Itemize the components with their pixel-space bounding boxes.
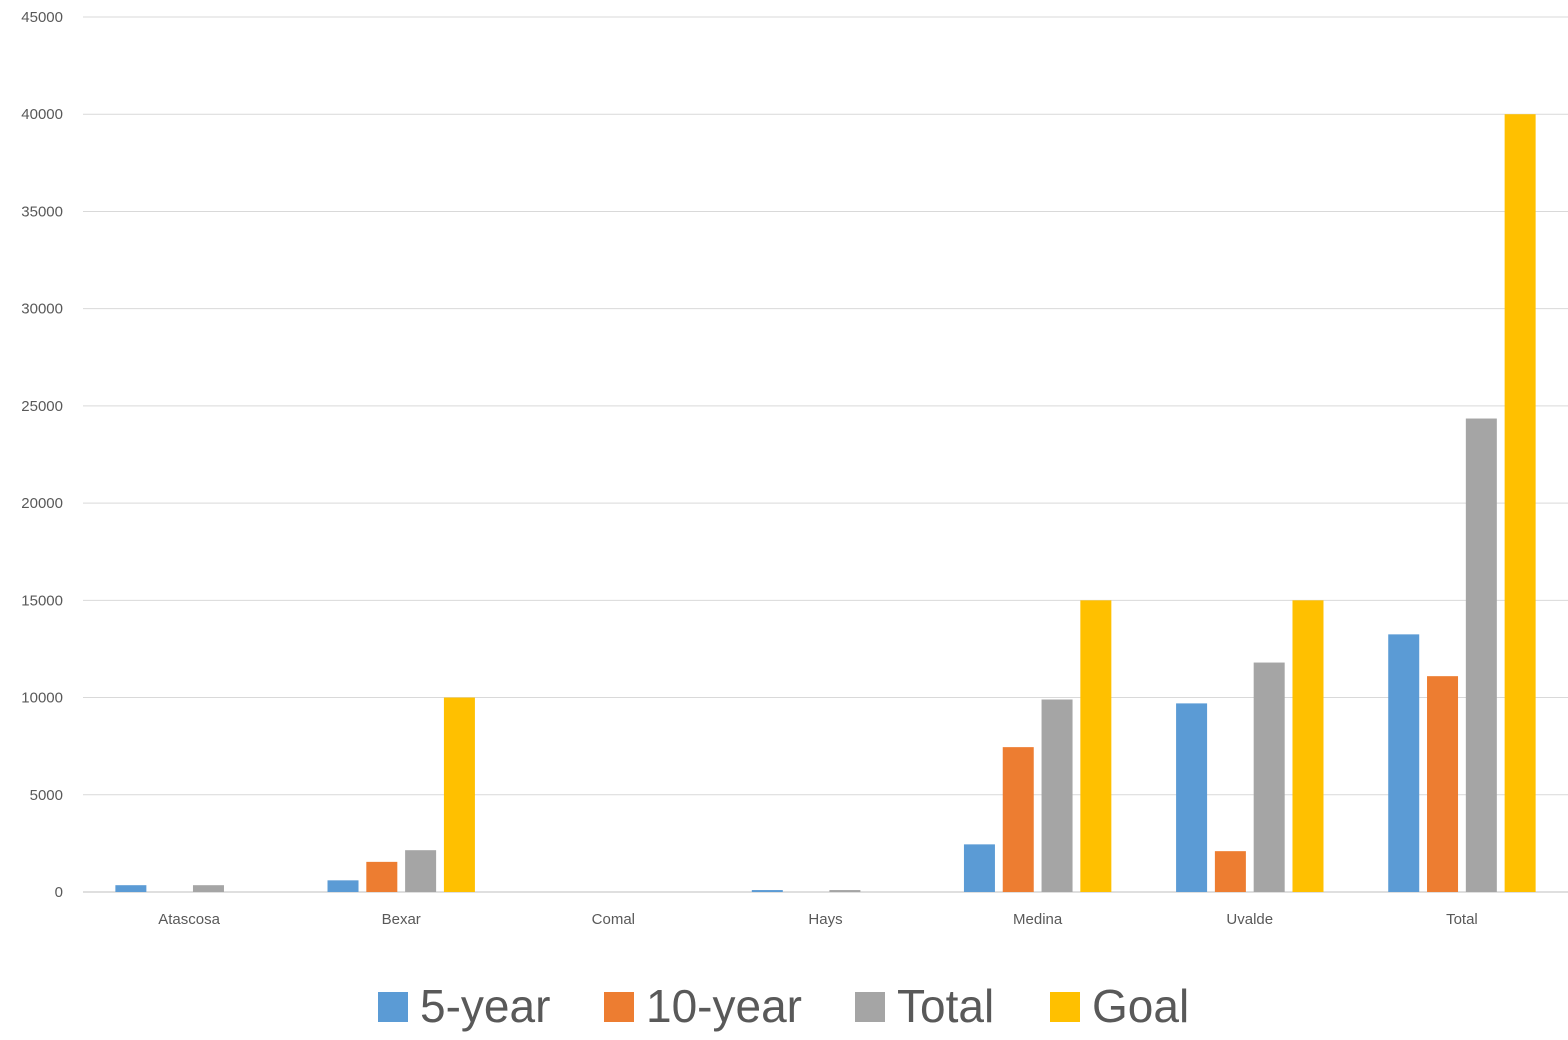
bar-10-year-medina — [1002, 747, 1034, 892]
bar-goal-bexar — [443, 697, 475, 892]
x-tick-label: Hays — [808, 911, 842, 928]
bar-10-year-uvalde — [1214, 851, 1246, 892]
y-tick-label: 10000 — [21, 690, 63, 707]
legend-label: 5-year — [420, 980, 550, 1032]
legend-label: Total — [897, 980, 994, 1032]
bar-total-total — [1465, 418, 1497, 892]
bar-goal-total — [1504, 114, 1536, 892]
bar-10-year-total — [1427, 676, 1459, 892]
bar-total-atascosa — [192, 885, 224, 892]
y-tick-label: 5000 — [30, 787, 63, 804]
y-tick-label: 0 — [55, 884, 63, 901]
y-tick-label: 45000 — [21, 9, 63, 26]
bars — [115, 114, 1536, 892]
bar-5-year-medina — [963, 844, 995, 892]
y-tick-label: 15000 — [21, 592, 63, 609]
legend-swatch — [378, 992, 408, 1022]
bar-10-year-bexar — [366, 861, 398, 892]
bar-5-year-hays — [751, 890, 783, 892]
bar-total-medina — [1041, 699, 1073, 892]
x-tick-label: Bexar — [382, 911, 421, 928]
bar-5-year-total — [1388, 634, 1420, 892]
legend-swatch — [604, 992, 634, 1022]
y-tick-label: 35000 — [21, 203, 63, 220]
x-tick-label: Medina — [1013, 911, 1063, 928]
bar-5-year-bexar — [327, 880, 359, 892]
x-tick-label: Uvalde — [1226, 911, 1273, 928]
legend-swatch — [855, 992, 885, 1022]
y-axis-tick-labels: 0 5000 10000 15000 20000 25000 30000 35000 40000… — [21, 9, 63, 901]
x-tick-label: Comal — [592, 911, 635, 928]
bar-goal-uvalde — [1292, 600, 1324, 892]
x-axis-tick-labels: Atascosa Bexar Comal Hays Medina Uvalde Total — [158, 911, 1478, 928]
y-tick-label: 20000 — [21, 495, 63, 512]
x-tick-label: Total — [1446, 911, 1478, 928]
legend-label: Goal — [1092, 980, 1189, 1032]
y-tick-label: 30000 — [21, 301, 63, 318]
bar-goal-medina — [1080, 600, 1112, 892]
legend-item-total: Total — [855, 980, 994, 1032]
legend-label: 10-year — [646, 980, 802, 1032]
bar-total-hays — [829, 890, 861, 892]
gridlines — [83, 16, 1568, 893]
bar-5-year-atascosa — [115, 885, 147, 892]
legend-item-goal: Goal — [1050, 980, 1189, 1032]
legend-item-10-year: 10-year — [604, 980, 802, 1032]
legend-swatch — [1050, 992, 1080, 1022]
y-tick-label: 25000 — [21, 398, 63, 415]
bar-total-uvalde — [1253, 662, 1285, 892]
x-tick-label: Atascosa — [158, 911, 220, 928]
legend: 5-year 10-year Total Goal — [378, 980, 1189, 1032]
bar-total-bexar — [405, 850, 437, 892]
bar-5-year-uvalde — [1176, 703, 1208, 892]
y-tick-label: 40000 — [21, 106, 63, 123]
legend-item-5-year: 5-year — [378, 980, 550, 1032]
